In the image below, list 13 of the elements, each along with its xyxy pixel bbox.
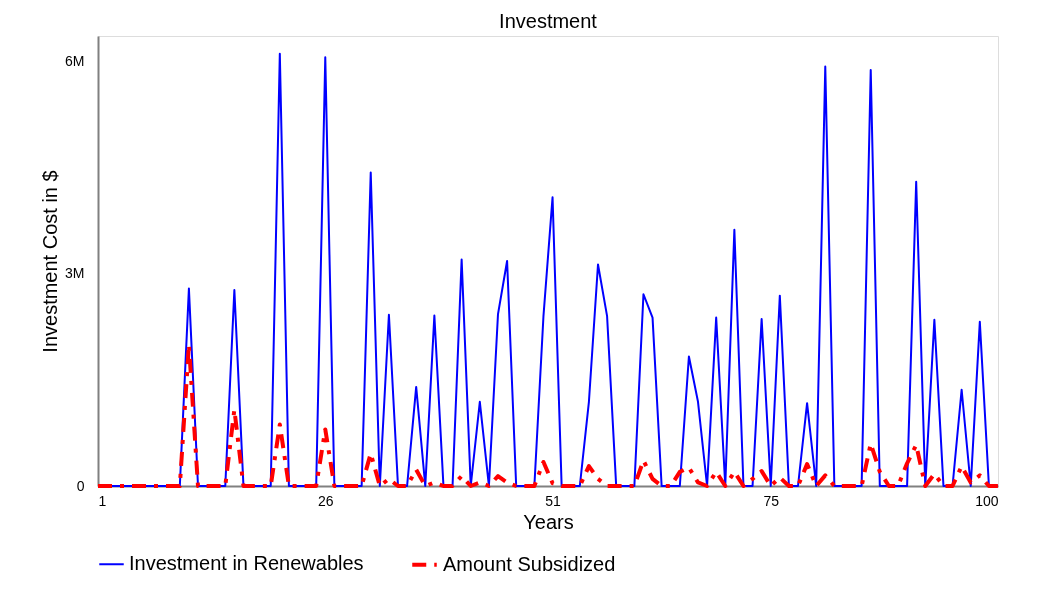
y-axis-title: Investment Cost in $	[39, 170, 62, 353]
y-tick-label: 6M	[65, 52, 85, 69]
x-tick-label: 75	[763, 492, 780, 509]
x-tick-label: 1	[98, 492, 107, 509]
y-tick-label: 3M	[65, 265, 85, 282]
x-tick-label: 100	[975, 492, 999, 509]
x-tick-label: 51	[545, 492, 562, 509]
legend-label: Amount Subsidized	[443, 552, 616, 575]
x-tick-label: 26	[317, 492, 334, 509]
x-axis-title: Years	[523, 510, 574, 533]
chart-title: Investment	[499, 10, 598, 32]
y-tick-label: 0	[76, 477, 85, 494]
legend-label: Investment in Renewables	[129, 552, 364, 575]
